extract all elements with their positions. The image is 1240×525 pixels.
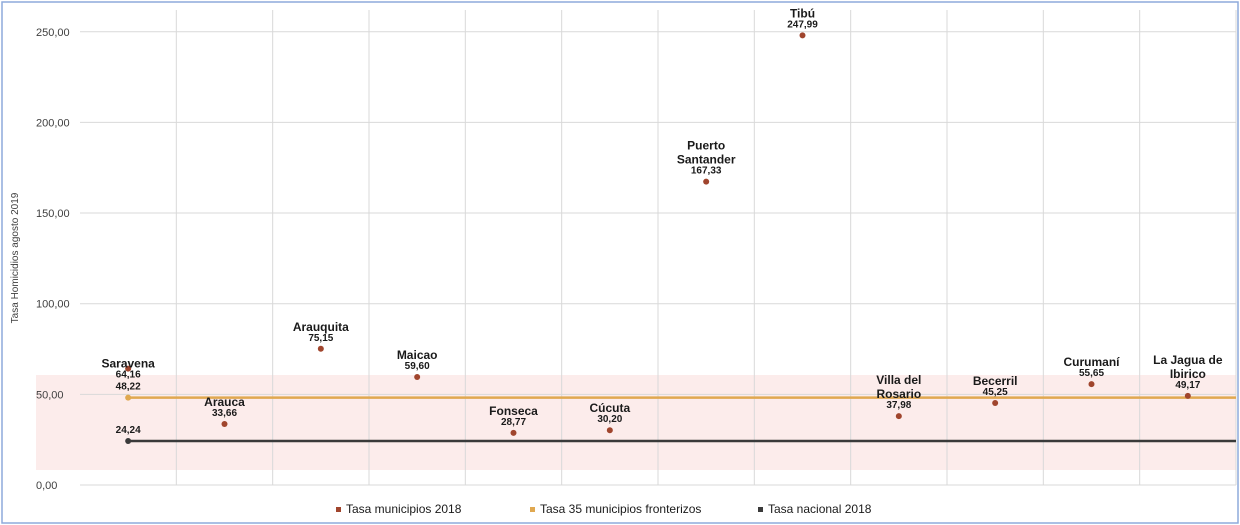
municipality-label: Ibirico — [1170, 367, 1206, 381]
municipality-label: Tibú — [790, 6, 815, 20]
municipality-label: Saravena — [101, 357, 155, 371]
y-tick-label: 100,00 — [36, 299, 70, 311]
data-value-label: 33,66 — [212, 408, 237, 419]
data-value-label: 30,20 — [597, 414, 622, 425]
y-tick-label: 250,00 — [36, 27, 70, 39]
municipality-label: Villa del — [876, 373, 921, 387]
municipality-label: Arauquita — [293, 320, 349, 334]
legend-label: Tasa nacional 2018 — [768, 502, 872, 516]
municipality-label: Fonseca — [489, 404, 538, 418]
data-point — [221, 420, 228, 427]
point-fronterizos — [125, 394, 132, 401]
data-point — [317, 345, 324, 352]
data-point — [414, 373, 421, 380]
municipality-label: Becerril — [973, 374, 1018, 388]
y-tick-label: 200,00 — [36, 117, 70, 129]
data-value-label: 28,77 — [501, 417, 526, 428]
legend-swatch — [530, 507, 535, 512]
value-label-fronterizos: 48,22 — [116, 382, 141, 393]
data-value-label: 45,25 — [983, 387, 1008, 398]
data-point — [1184, 392, 1191, 399]
data-point — [1088, 381, 1095, 388]
data-point — [510, 429, 517, 436]
y-tick-label: 0,00 — [36, 480, 57, 492]
data-value-label: 75,15 — [308, 333, 333, 344]
municipality-label: Cúcuta — [589, 401, 630, 415]
data-point — [992, 399, 999, 406]
data-point — [799, 32, 806, 39]
municipality-label: La Jagua de — [1153, 353, 1223, 367]
data-value-label: 55,65 — [1079, 368, 1104, 379]
municipality-label: Rosario — [876, 387, 921, 401]
data-value-label: 64,16 — [116, 370, 141, 381]
data-value-label: 49,17 — [1175, 380, 1200, 391]
y-axis-label: Tasa Homicidios agosto 2019 — [10, 192, 21, 323]
y-tick-label: 150,00 — [36, 208, 70, 220]
municipality-label: Curumaní — [1063, 355, 1120, 369]
data-value-label: 167,33 — [691, 166, 722, 177]
data-point — [703, 178, 710, 185]
municipality-label: Puerto — [687, 139, 725, 153]
legend-label: Tasa 35 municipios fronterizos — [540, 502, 701, 516]
legend-swatch — [758, 507, 763, 512]
point-nacional — [125, 438, 132, 445]
legend-swatch — [336, 507, 341, 512]
y-tick-label: 50,00 — [36, 389, 64, 401]
municipality-label: Maicao — [397, 348, 438, 362]
legend-label: Tasa municipios 2018 — [346, 502, 462, 516]
municipality-label: Arauca — [204, 395, 245, 409]
data-point — [895, 413, 902, 420]
legend: Tasa municipios 2018 Tasa 35 municipios f… — [336, 502, 872, 516]
data-point — [125, 365, 132, 372]
municipality-label: Santander — [677, 153, 736, 167]
data-value-label: 37,98 — [886, 400, 911, 411]
background-band — [36, 375, 1236, 470]
data-point — [606, 427, 613, 434]
data-value-label: 247,99 — [787, 19, 818, 30]
value-label-nacional: 24,24 — [116, 425, 141, 436]
data-value-label: 59,60 — [405, 361, 430, 372]
